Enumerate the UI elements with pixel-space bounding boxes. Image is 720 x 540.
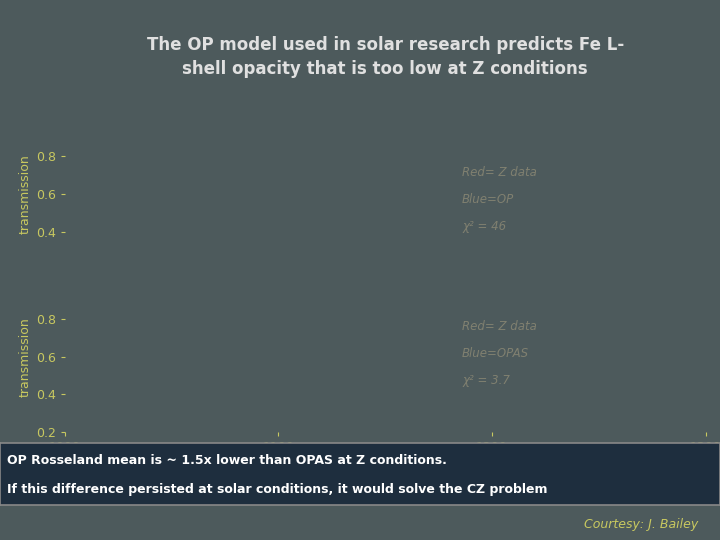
Text: χ² = 3.7: χ² = 3.7	[462, 374, 510, 387]
Y-axis label: transmission: transmission	[19, 317, 32, 396]
Y-axis label: transmission: transmission	[19, 154, 32, 234]
Text: If this difference persisted at solar conditions, it would solve the CZ problem: If this difference persisted at solar co…	[7, 483, 548, 496]
Text: The OP model used in solar research predicts Fe L-
shell opacity that is too low: The OP model used in solar research pred…	[147, 36, 624, 78]
Text: Red= Z data: Red= Z data	[462, 166, 537, 179]
Text: Blue=OP: Blue=OP	[462, 193, 514, 206]
Text: χ² = 46: χ² = 46	[462, 220, 506, 233]
Text: OP Rosseland mean is ~ 1.5x lower than OPAS at Z conditions.: OP Rosseland mean is ~ 1.5x lower than O…	[7, 454, 447, 467]
Text: Red= Z data: Red= Z data	[462, 320, 537, 333]
X-axis label: hν (eV): hν (eV)	[363, 455, 408, 468]
Text: Blue=OPAS: Blue=OPAS	[462, 347, 529, 360]
Text: Courtesy: J. Bailey: Courtesy: J. Bailey	[584, 518, 698, 531]
